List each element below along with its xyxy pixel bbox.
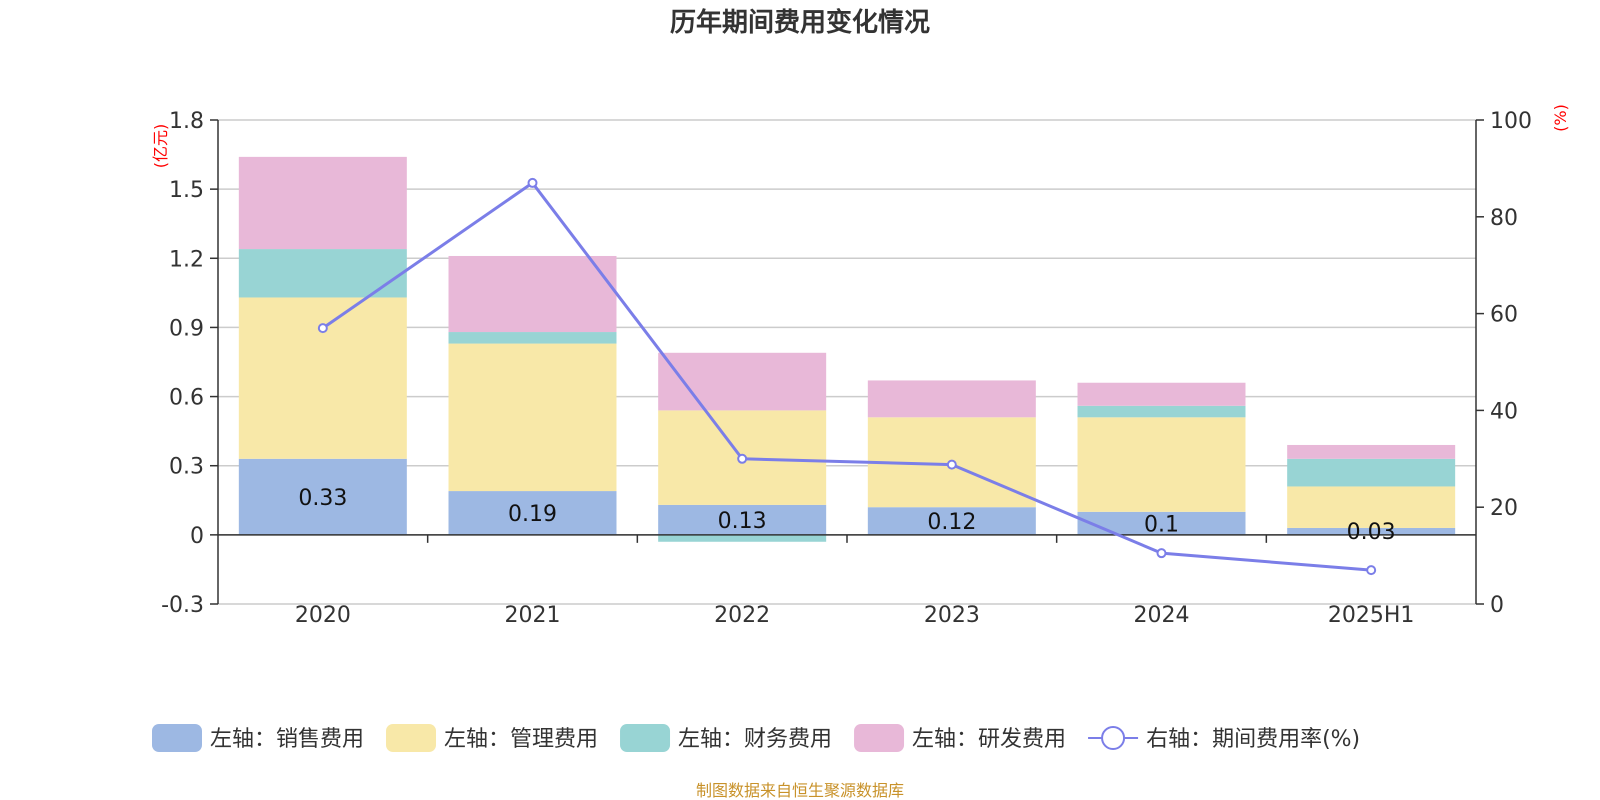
bar-segment — [238, 156, 407, 250]
right-tick-label: 80 — [1490, 206, 1518, 231]
legend-item[interactable]: 右轴：期间费用率(%) — [1088, 726, 1360, 752]
legend-swatch — [386, 724, 437, 752]
category-label: 2020 — [295, 603, 351, 628]
category-label: 2024 — [1134, 603, 1190, 628]
left-tick-label: 1.8 — [169, 109, 204, 134]
legend-swatch — [620, 724, 671, 752]
left-tick-label: 0.3 — [169, 455, 204, 480]
legend-swatch — [854, 724, 905, 752]
bar-segment — [1077, 417, 1246, 512]
bar-segment — [658, 504, 827, 535]
left-tick-label: 0.6 — [169, 386, 204, 411]
bar-segment — [867, 507, 1036, 535]
bars — [238, 156, 1456, 542]
bar-segment — [238, 297, 407, 459]
bar-segment — [1077, 382, 1246, 406]
bar-value-label: 0.33 — [298, 486, 347, 511]
bar-value-label: 0.13 — [718, 509, 767, 534]
legend-label: 左轴：销售费用 — [210, 727, 364, 752]
bar-segment — [238, 249, 407, 298]
category-label: 2025H1 — [1328, 603, 1415, 628]
rate-point — [946, 459, 957, 470]
right-tick-label: 20 — [1490, 496, 1518, 521]
bar-segment — [1287, 444, 1456, 459]
bar-value-label: 0.1 — [1144, 512, 1179, 537]
bar-segment — [1077, 405, 1246, 418]
legend-label: 右轴：期间费用率(%) — [1146, 727, 1360, 752]
chart-title: 历年期间费用变化情况 — [670, 7, 930, 38]
bar-segment — [658, 534, 827, 542]
bar-segment — [448, 491, 617, 535]
bar-segment — [658, 352, 827, 411]
rate-line-path — [321, 180, 1372, 572]
rate-line — [317, 177, 1377, 576]
legend-marker — [1101, 726, 1126, 750]
rate-point — [1366, 565, 1377, 576]
bar-segment — [1287, 458, 1456, 487]
legend-label: 左轴：管理费用 — [444, 727, 598, 752]
category-label: 2021 — [505, 603, 561, 628]
left-tick-label: 0.9 — [169, 316, 204, 341]
rate-point — [527, 177, 538, 188]
source-note: 制图数据来自恒生聚源数据库 — [696, 781, 904, 800]
legend-label: 左轴：研发费用 — [912, 727, 1066, 752]
legend-item[interactable]: 左轴：管理费用 — [386, 724, 598, 752]
legend-item[interactable]: 左轴：财务费用 — [620, 724, 832, 752]
right-tick-label: 100 — [1490, 109, 1532, 134]
bar-segment — [1077, 511, 1246, 535]
right-axis-unit: (%) — [1551, 104, 1570, 132]
left-tick-label: 0 — [190, 524, 204, 549]
legend-swatch — [152, 724, 202, 752]
right-tick-label: 40 — [1490, 399, 1518, 424]
rate-point — [737, 453, 748, 464]
bar-segment — [238, 458, 407, 535]
bar-segment — [1287, 527, 1456, 535]
bar-segment — [867, 380, 1036, 418]
category-label: 2022 — [714, 603, 770, 628]
right-tick-label: 60 — [1490, 303, 1518, 328]
category-label: 2023 — [924, 603, 980, 628]
bar-labels: 0.33 0.19 0.13 0.12 0.1 0.03 — [298, 486, 1395, 545]
left-axis-unit: (亿元) — [151, 124, 170, 169]
legend-item[interactable]: 左轴：销售费用 — [152, 724, 364, 752]
right-tick-label: 0 — [1490, 593, 1504, 618]
rate-point — [1156, 548, 1167, 559]
axes: 1.8 1.5 1.2 0.9 0.6 0.3 0 -0.3 100 80 60 40 20 0 2020 2… — [161, 109, 1532, 628]
legend: 左轴：销售费用 左轴：管理费用 左轴：财务费用 左轴：研发费用 右轴：期间费用率(%) — [152, 724, 1360, 752]
bar-value-label: 0.19 — [508, 502, 557, 527]
legend-label: 左轴：财务费用 — [678, 727, 832, 752]
bar-segment — [448, 343, 617, 492]
left-tick-label: -0.3 — [161, 593, 204, 618]
bar-segment — [448, 255, 617, 333]
bar-segment — [1287, 486, 1456, 528]
left-tick-label: 1.2 — [169, 247, 204, 272]
bar-value-label: 0.03 — [1347, 520, 1396, 545]
bar-segment — [448, 332, 617, 344]
left-tick-label: 1.5 — [169, 178, 204, 203]
bar-value-label: 0.12 — [927, 510, 976, 535]
legend-item[interactable]: 左轴：研发费用 — [854, 724, 1066, 752]
rate-point — [317, 323, 328, 334]
